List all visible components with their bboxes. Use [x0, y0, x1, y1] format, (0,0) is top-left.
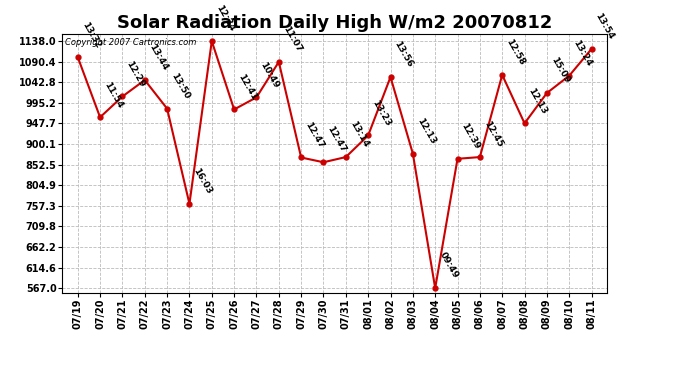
Text: 13:32: 13:32	[80, 20, 102, 50]
Text: 12:58: 12:58	[504, 38, 526, 67]
Title: Solar Radiation Daily High W/m2 20070812: Solar Radiation Daily High W/m2 20070812	[117, 14, 552, 32]
Text: 12:45: 12:45	[482, 120, 504, 149]
Text: 13:23: 13:23	[371, 98, 393, 128]
Text: 09:49: 09:49	[437, 251, 460, 280]
Text: 12:47: 12:47	[326, 125, 348, 154]
Text: 13:56: 13:56	[393, 40, 415, 69]
Text: 13:44: 13:44	[147, 43, 169, 72]
Text: 13:24: 13:24	[571, 39, 593, 68]
Text: 11:54: 11:54	[102, 80, 124, 110]
Text: 16:03: 16:03	[192, 167, 214, 196]
Text: 12:29: 12:29	[125, 59, 147, 89]
Text: 10:49: 10:49	[259, 60, 281, 90]
Text: 12:13: 12:13	[415, 117, 437, 146]
Text: 13:14: 13:14	[348, 120, 371, 149]
Text: 12:41: 12:41	[237, 72, 259, 102]
Text: 13:54: 13:54	[594, 12, 616, 41]
Text: 15:09: 15:09	[549, 56, 571, 85]
Text: 12:47: 12:47	[304, 120, 326, 150]
Text: Copyright 2007 Cartronics.com: Copyright 2007 Cartronics.com	[65, 38, 196, 46]
Text: 11:07: 11:07	[281, 25, 303, 54]
Text: 12:39: 12:39	[460, 122, 482, 151]
Text: 12:34: 12:34	[214, 4, 236, 33]
Text: 13:50: 13:50	[169, 72, 191, 101]
Text: 12:13: 12:13	[526, 86, 549, 116]
